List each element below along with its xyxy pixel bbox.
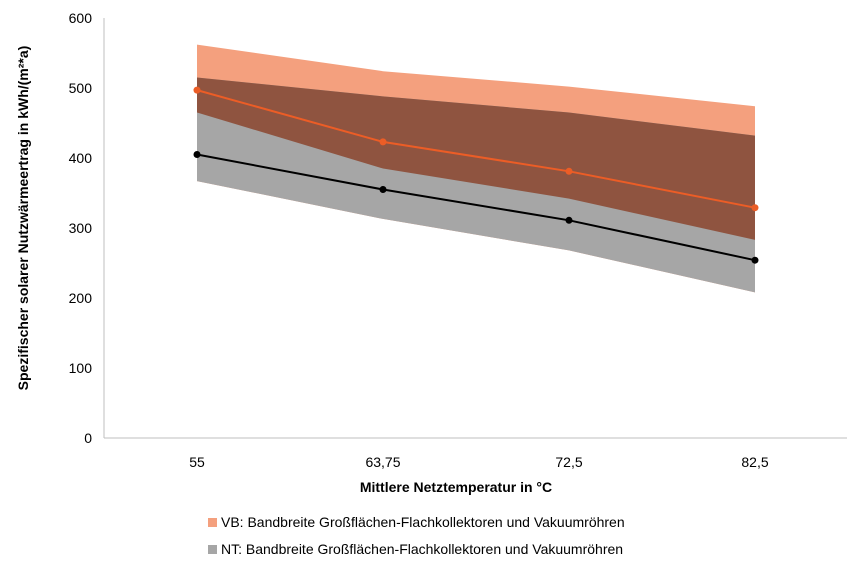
y-tick-labels: 0 100 200 300 400 500 600 [69, 10, 93, 446]
data-point-0-1 [379, 138, 387, 146]
x-tick-label: 82,5 [741, 454, 768, 470]
x-axis-title: Mittlere Netztemperatur in °C [360, 479, 552, 495]
data-point-0-0 [193, 86, 201, 94]
series-line-0 [196, 89, 756, 209]
x-tick-label: 63,75 [365, 454, 400, 470]
legend-item-nt: NT: Bandbreite Großflächen-Flachkollekto… [208, 536, 625, 563]
y-tick-label: 100 [69, 360, 93, 376]
legend-label-vb: VB: Bandbreite Großflächen-Flachkollekto… [221, 514, 625, 530]
legend-swatch-vb [208, 518, 217, 527]
y-tick-label: 300 [69, 220, 93, 236]
band-overlap [197, 77, 755, 240]
bands-layer [197, 44, 755, 293]
lines-layer [193, 86, 759, 264]
chart: 0 100 200 300 400 500 600 55 63,75 72,5 82,5 Mitt… [15, 10, 847, 495]
data-point-1-1 [379, 186, 387, 193]
y-tick-label: 500 [69, 80, 93, 96]
y-tick-label: 200 [69, 290, 93, 306]
data-point-1-2 [565, 216, 573, 224]
legend: VB: Bandbreite Großflächen-Flachkollekto… [208, 509, 625, 563]
data-point-0-2 [565, 167, 573, 175]
y-tick-label: 0 [84, 430, 92, 446]
legend-label-nt: NT: Bandbreite Großflächen-Flachkollekto… [221, 541, 624, 557]
series-line-1 [196, 153, 756, 262]
y-tick-label: 400 [69, 150, 93, 166]
x-tick-label: 55 [189, 454, 205, 470]
data-point-0-3 [751, 204, 759, 212]
x-tick-labels: 55 63,75 72,5 82,5 [189, 454, 769, 470]
data-point-1-3 [751, 256, 759, 264]
legend-item-vb: VB: Bandbreite Großflächen-Flachkollekto… [208, 509, 625, 536]
data-point-1-0 [193, 151, 201, 158]
x-tick-label: 72,5 [555, 454, 582, 470]
y-tick-label: 600 [69, 10, 93, 26]
y-axis-title: Spezifischer solarer Nutzwärmeertrag in … [15, 46, 31, 391]
legend-swatch-nt [208, 545, 217, 554]
